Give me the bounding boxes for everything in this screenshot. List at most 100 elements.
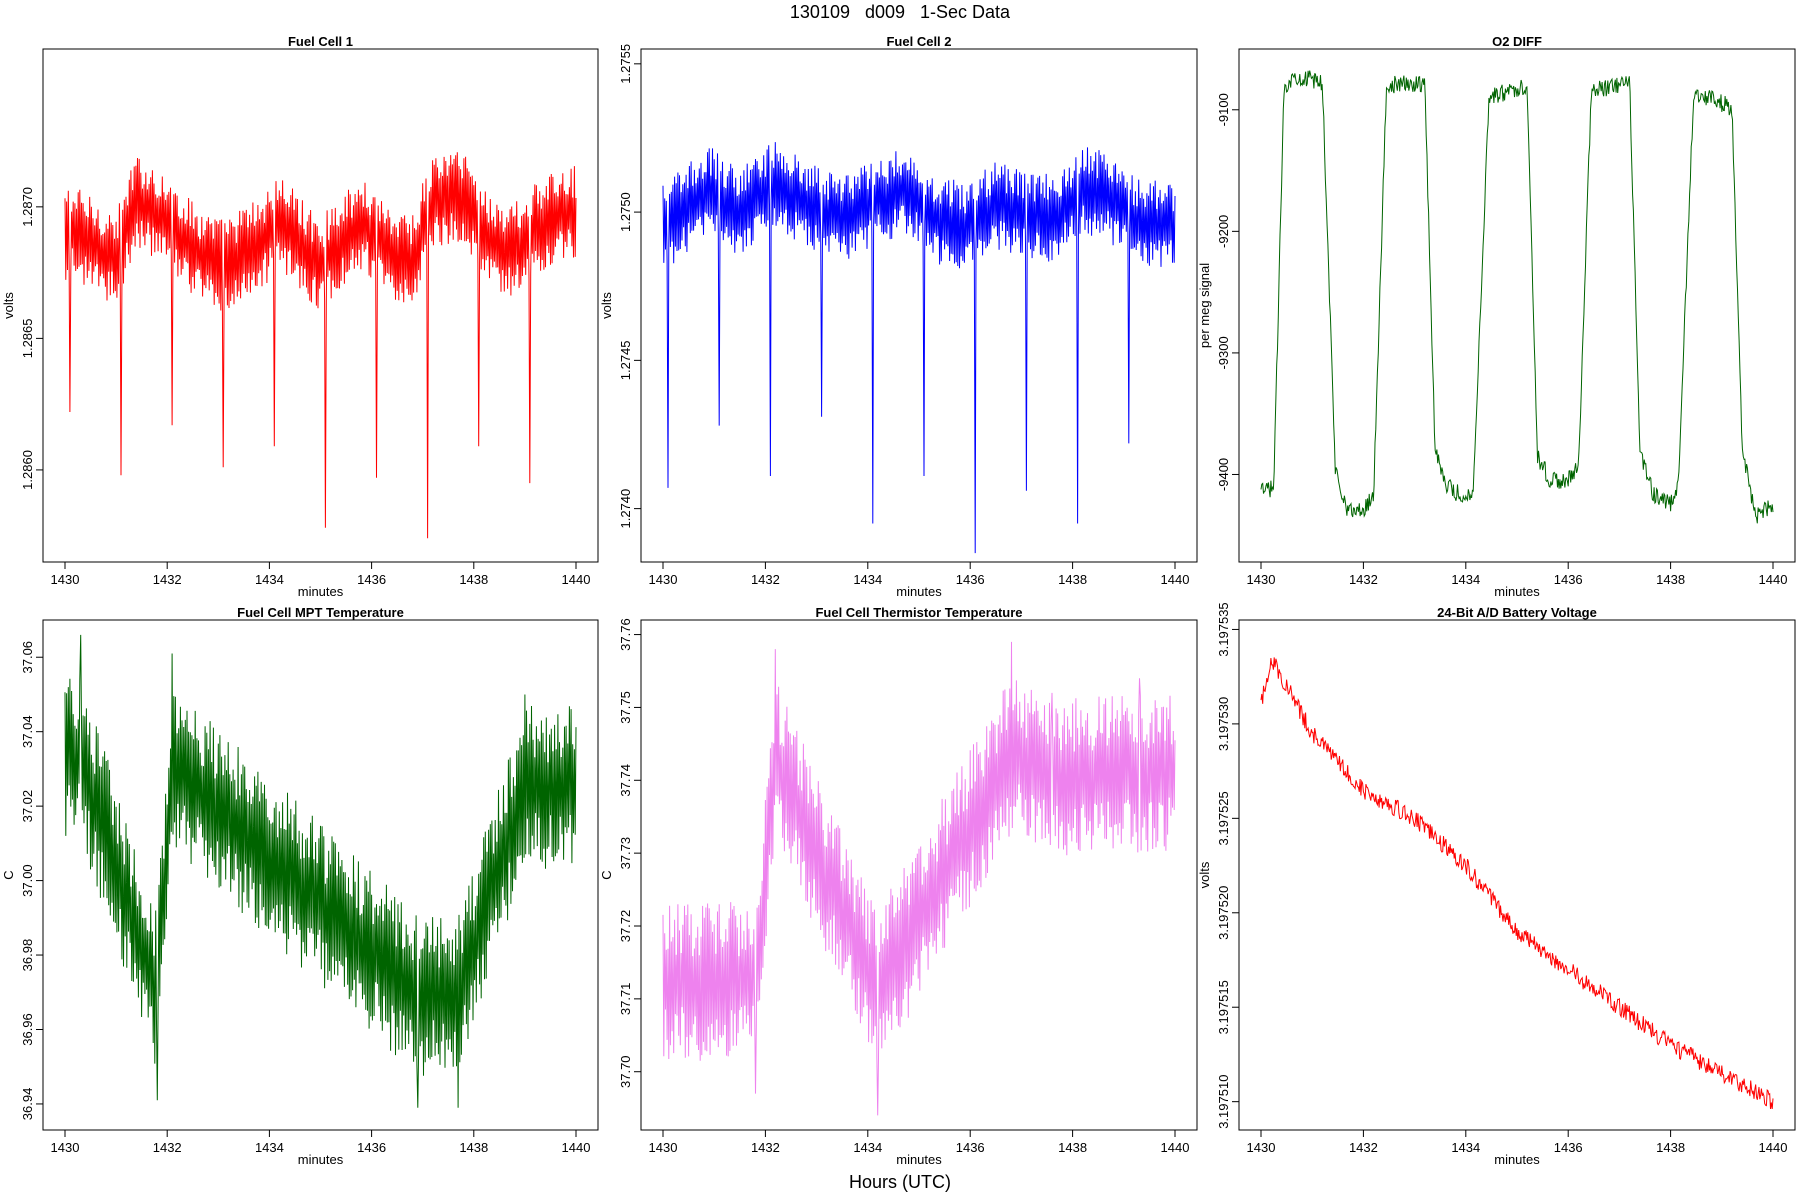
y-tick-label: 1.2745 — [618, 340, 633, 380]
y-axis-label: volts — [1, 292, 16, 319]
y-tick-label: 3.197525 — [1216, 791, 1231, 845]
y-tick-label: -9400 — [1216, 458, 1231, 491]
x-tick-label: 1434 — [255, 572, 284, 587]
x-axis-label: minutes — [1494, 1152, 1540, 1167]
series-line — [662, 142, 1176, 554]
x-tick-label: 1432 — [1349, 1140, 1378, 1155]
x-tick-label: 1430 — [51, 1140, 80, 1155]
series-line — [662, 641, 1176, 1116]
y-tick-label: 3.197515 — [1216, 980, 1231, 1034]
x-tick-label: 1430 — [649, 572, 678, 587]
x-tick-label: 1434 — [853, 572, 882, 587]
y-axis-label: volts — [1197, 861, 1212, 888]
y-tick-label: 37.70 — [618, 1055, 633, 1088]
y-tick-label: 3.197530 — [1216, 697, 1231, 751]
chart-title: Fuel Cell 1 — [288, 34, 353, 49]
x-tick-label: 1430 — [1247, 572, 1276, 587]
chart-panel-4: Fuel Cell MPT Temperature 1430 1432 1434 143… — [1, 605, 599, 1167]
y-tick-label: 1.2740 — [618, 489, 633, 529]
y-tick-label: 3.197520 — [1216, 886, 1231, 940]
y-tick-label: 1.2750 — [618, 192, 633, 232]
x-tick-label: 1440 — [1161, 1140, 1190, 1155]
y-axis-label: volts — [599, 292, 614, 319]
chart-title: Fuel Cell 2 — [886, 34, 951, 49]
y-axis-label: C — [1, 870, 16, 879]
x-tick-label: 1430 — [1247, 1140, 1276, 1155]
x-tick-label: 1438 — [1058, 1140, 1087, 1155]
x-tick-label: 1430 — [649, 1140, 678, 1155]
x-axis-label: minutes — [896, 1152, 942, 1167]
x-axis-label: minutes — [896, 584, 942, 599]
y-tick-label: -9100 — [1216, 93, 1231, 126]
x-tick-label: 1438 — [459, 1140, 488, 1155]
x-axis-label: minutes — [1494, 584, 1540, 599]
x-tick-label: 1436 — [956, 572, 985, 587]
y-tick-label: -9200 — [1216, 215, 1231, 248]
chart-panel-2: Fuel Cell 2 1430 1432 1434 1436 1438 1440 minut… — [599, 34, 1198, 599]
chart-title: 24-Bit A/D Battery Voltage — [1437, 605, 1597, 620]
chart-panel-5: Fuel Cell Thermistor Temperature 1430 1432… — [599, 605, 1198, 1167]
x-tick-label: 1432 — [751, 1140, 780, 1155]
x-axis-label: minutes — [298, 584, 344, 599]
x-tick-label: 1434 — [255, 1140, 284, 1155]
series-line — [64, 634, 577, 1108]
x-tick-label: 1440 — [562, 572, 591, 587]
plot-frame — [640, 48, 1198, 563]
series-line — [64, 152, 577, 539]
x-tick-label: 1434 — [853, 1140, 882, 1155]
x-tick-label: 1432 — [1349, 572, 1378, 587]
y-tick-label: 1.2870 — [20, 187, 35, 227]
x-tick-label: 1436 — [1554, 572, 1583, 587]
y-tick-label: 37.00 — [20, 864, 35, 897]
x-tick-label: 1436 — [357, 1140, 386, 1155]
chart-panel-3: O2 DIFF 1430 1432 1434 1436 1438 1440 minutes -9… — [1197, 34, 1796, 599]
y-tick-label: 1.2865 — [20, 319, 35, 359]
y-tick-label: 36.96 — [20, 1013, 35, 1046]
series-line — [1260, 70, 1774, 524]
x-tick-label: 1440 — [1161, 572, 1190, 587]
y-tick-label: 37.04 — [20, 715, 35, 748]
page-title: 130109 d009 1-Sec Data — [789, 2, 1011, 22]
x-tick-label: 1438 — [1058, 572, 1087, 587]
y-tick-label: 37.06 — [20, 641, 35, 674]
x-axis-label: minutes — [298, 1152, 344, 1167]
x-tick-label: 1436 — [956, 1140, 985, 1155]
x-tick-label: 1432 — [153, 1140, 182, 1155]
x-tick-label: 1436 — [1554, 1140, 1583, 1155]
figure-x-label: Hours (UTC) — [849, 1172, 951, 1192]
y-tick-label: 36.98 — [20, 939, 35, 972]
x-tick-label: 1440 — [1759, 572, 1788, 587]
y-tick-label: 3.197535 — [1216, 602, 1231, 656]
chart-panel-6: 24-Bit A/D Battery Voltage 1430 1432 1434 14… — [1197, 602, 1796, 1167]
y-axis-label: per meg signal — [1197, 263, 1212, 348]
x-tick-label: 1438 — [1656, 572, 1685, 587]
plot-frame — [42, 619, 599, 1131]
y-tick-label: 1.2860 — [20, 450, 35, 490]
y-tick-label: 37.02 — [20, 790, 35, 823]
chart-title: Fuel Cell Thermistor Temperature — [815, 605, 1022, 620]
x-tick-label: 1436 — [357, 572, 386, 587]
x-tick-label: 1438 — [1656, 1140, 1685, 1155]
y-tick-label: 3.197510 — [1216, 1075, 1231, 1129]
chart-panel-1: Fuel Cell 1 1430 1432 1434 1436 1438 1440 minut… — [1, 34, 599, 599]
x-tick-label: 1438 — [459, 572, 488, 587]
chart-title: O2 DIFF — [1492, 34, 1542, 49]
y-tick-label: 37.74 — [618, 764, 633, 797]
plot-frame — [1238, 48, 1796, 563]
y-tick-label: 37.72 — [618, 910, 633, 943]
y-tick-label: 37.75 — [618, 691, 633, 724]
x-tick-label: 1440 — [1759, 1140, 1788, 1155]
plot-frame — [42, 48, 599, 563]
chart-title: Fuel Cell MPT Temperature — [237, 605, 404, 620]
y-tick-label: 37.71 — [618, 983, 633, 1016]
x-tick-label: 1432 — [153, 572, 182, 587]
y-axis-label: C — [599, 870, 614, 879]
y-tick-label: 37.73 — [618, 837, 633, 870]
x-tick-label: 1440 — [562, 1140, 591, 1155]
plot-frame — [1238, 619, 1796, 1131]
x-tick-label: 1430 — [51, 572, 80, 587]
x-tick-label: 1434 — [1451, 572, 1480, 587]
y-tick-label: 36.94 — [20, 1088, 35, 1121]
y-tick-label: 1.2755 — [618, 44, 633, 84]
